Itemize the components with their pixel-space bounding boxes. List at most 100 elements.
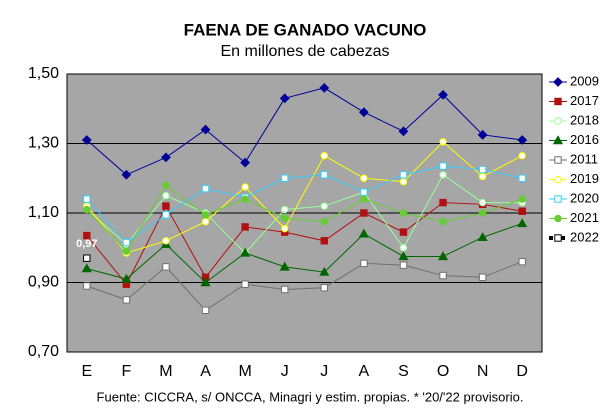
point <box>161 152 171 163</box>
legend-label: 2011 <box>570 151 598 166</box>
point <box>518 257 526 266</box>
point <box>281 205 289 214</box>
legend-marker <box>553 77 563 87</box>
point <box>201 217 210 226</box>
chart-subtitle: En millones de cabezas <box>221 43 390 60</box>
legend-label: 2009 <box>570 73 599 88</box>
point <box>83 205 91 214</box>
point <box>121 273 132 283</box>
x-tick-label: A <box>200 363 211 380</box>
point <box>81 263 92 273</box>
point <box>241 195 249 203</box>
x-tick-label: S <box>398 363 409 380</box>
point <box>478 172 487 181</box>
point <box>201 211 210 219</box>
point <box>360 209 368 217</box>
x-tick-label: D <box>516 363 528 380</box>
legend-marker <box>554 97 562 106</box>
point <box>478 209 487 217</box>
point <box>517 135 528 145</box>
point <box>121 169 132 180</box>
legend-label: 2016 <box>570 132 599 147</box>
point <box>477 129 488 140</box>
point <box>478 198 487 207</box>
point <box>240 157 251 168</box>
point <box>320 237 328 245</box>
series-line <box>86 261 523 311</box>
point <box>398 126 409 137</box>
point <box>517 218 528 228</box>
legend-label: 2021 <box>570 210 599 225</box>
y-tick-label: 1,50 <box>28 65 59 82</box>
x-tick-label: F <box>121 363 131 380</box>
point <box>438 89 448 100</box>
point <box>162 211 170 219</box>
point <box>162 237 170 245</box>
point <box>439 271 447 280</box>
point <box>518 207 526 215</box>
series-line <box>86 87 523 176</box>
point <box>281 285 289 294</box>
point <box>200 124 211 135</box>
x-tick-label: J <box>320 363 328 380</box>
series-line <box>86 165 523 244</box>
y-tick-label: 1,30 <box>28 135 59 152</box>
legend-marker <box>554 234 562 242</box>
point <box>122 238 131 247</box>
point <box>162 202 170 210</box>
point <box>437 251 449 261</box>
legend-label: 2019 <box>570 171 599 186</box>
legend-marker <box>554 175 562 184</box>
point <box>201 184 210 193</box>
point <box>360 174 368 182</box>
point <box>399 209 408 217</box>
point <box>358 107 369 118</box>
y-tick-label: 1,10 <box>28 204 59 221</box>
x-tick-label: A <box>359 363 370 380</box>
series-line <box>86 174 523 254</box>
y-tick-label: 0,90 <box>28 274 59 291</box>
legend-label: 2018 <box>570 112 599 127</box>
legend-marker <box>554 117 562 125</box>
point <box>477 232 488 242</box>
x-tick-label: N <box>477 363 489 380</box>
point <box>360 188 368 196</box>
data-label: 0,97 <box>76 238 97 250</box>
y-tick-label: 0,70 <box>28 343 59 360</box>
legend-marker <box>552 135 564 145</box>
point <box>162 263 170 271</box>
point <box>399 228 408 236</box>
point <box>358 228 369 238</box>
point <box>162 181 170 189</box>
point <box>360 195 368 203</box>
point <box>319 266 330 276</box>
chart-title: FAENA DE GANADO VACUNO <box>184 20 427 39</box>
point <box>279 93 290 104</box>
x-tick-label: M <box>238 363 251 380</box>
legend-marker <box>554 195 562 203</box>
point <box>279 261 290 271</box>
point <box>281 214 289 222</box>
point <box>122 247 131 255</box>
legend-label: 2017 <box>570 93 599 108</box>
point <box>320 151 328 160</box>
point <box>439 138 447 146</box>
point <box>83 282 91 290</box>
point <box>240 247 251 257</box>
legend-marker <box>554 156 562 164</box>
point <box>81 135 92 145</box>
point <box>478 273 487 281</box>
point <box>439 162 447 170</box>
point <box>241 183 249 191</box>
legend-label: 2020 <box>570 190 599 205</box>
series-line <box>86 141 523 254</box>
point <box>83 231 91 240</box>
point <box>320 202 328 210</box>
point <box>399 244 408 252</box>
x-tick-label: E <box>81 363 92 380</box>
legend-marker <box>554 214 562 223</box>
point <box>518 151 526 160</box>
point <box>518 174 526 182</box>
point <box>281 174 289 182</box>
